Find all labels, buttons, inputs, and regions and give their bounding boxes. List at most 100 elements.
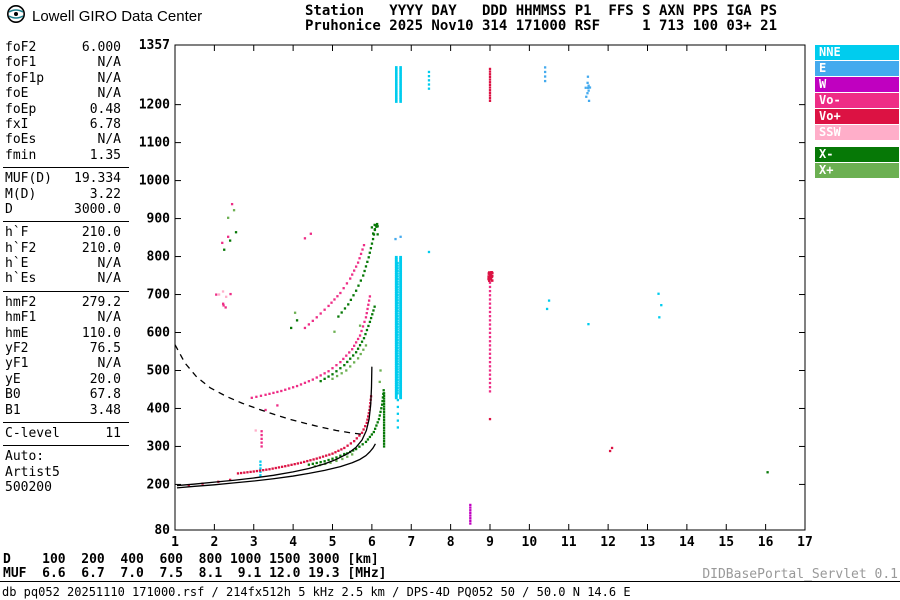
parameter-value: 6.000 [81, 40, 121, 55]
svg-text:700: 700 [147, 288, 171, 303]
parameter-label: C-level [5, 425, 60, 441]
parameter-label: MUF(D) [5, 171, 52, 187]
svg-text:900: 900 [147, 212, 171, 227]
parameter-label: M(D) [5, 186, 37, 202]
legend-item-xminus: X- [815, 147, 899, 162]
svg-text:1100: 1100 [139, 136, 170, 151]
svg-text:6: 6 [368, 535, 376, 548]
muf-distance-table: D 100 200 400 600 800 1000 1500 3000 [km… [3, 553, 387, 580]
parameter-divider [3, 221, 129, 223]
autoscaling-info-line: 500200 [5, 480, 52, 496]
parameter-value: N/A [97, 256, 121, 272]
parameter-label: h`F [5, 225, 29, 241]
parameter-row: yE 20.0 [3, 372, 129, 387]
parameter-row: foF1p N/A [3, 71, 129, 86]
parameter-label: hmE [5, 325, 29, 341]
parameter-value: 3.22 [89, 186, 121, 202]
parameter-label: foF2 [5, 40, 37, 55]
parameter-row: foF2 6.000 [3, 40, 129, 55]
parameter-value: 67.8 [89, 387, 121, 403]
parameter-label: fxI [5, 116, 29, 132]
svg-text:9: 9 [486, 535, 494, 548]
legend-item-ssw: SSW [815, 125, 899, 140]
parameter-label: yE [5, 371, 21, 387]
legend-item-e: E [815, 61, 899, 76]
parameter-label: B0 [5, 387, 21, 403]
parameter-label: hmF2 [5, 294, 37, 310]
muf-table-muf-row: MUF 6.6 6.7 7.0 7.5 8.1 9.1 12.0 19.3 [M… [3, 565, 387, 581]
parameter-value: N/A [97, 271, 121, 287]
svg-text:8: 8 [447, 535, 455, 548]
servlet-version-label: DIDBasePortal_Servlet 0.1 [702, 567, 898, 582]
svg-text:80: 80 [154, 523, 170, 538]
svg-text:15: 15 [718, 535, 734, 548]
parameter-value: 3000.0 [74, 201, 121, 217]
ionogram-plot: 1 2 3 4 5 6 7 8 9 10 11 12 13 14 15 16 17802003004005006… [139, 38, 813, 548]
legend-item-xplus: X+ [815, 163, 899, 178]
svg-text:13: 13 [640, 535, 656, 548]
legend-item-w: W [815, 77, 899, 92]
page-title: Lowell GIRO Data Center [32, 7, 203, 25]
parameter-panel: foF2 6.000 foF1 N/A foF1p N/A foE N/A foEp 0.48 fx… [3, 40, 129, 496]
parameter-row: fmin 1.35 [3, 148, 129, 163]
parameter-value: 0.48 [89, 101, 121, 117]
svg-text:400: 400 [147, 401, 171, 416]
muf-table-distance-row: D 100 200 400 600 800 1000 1500 3000 [km… [3, 552, 379, 567]
parameter-value: N/A [97, 55, 121, 71]
autoscaling-info-line: Auto: [5, 449, 45, 465]
station-header-values: Pruhonice 2025 Nov10 314 171000 RSF 1 71… [305, 18, 778, 34]
parameter-label: yF1 [5, 356, 29, 372]
svg-text:17: 17 [797, 535, 813, 548]
station-header-columns: Station YYYY DAY DDD HHMMSS P1 FFS S AXN… [305, 3, 778, 19]
legend-item-vominus: Vo- [815, 93, 899, 108]
parameter-label: foEp [5, 101, 37, 117]
parameter-row: M(D) 3.22 [3, 187, 129, 202]
svg-text:3: 3 [250, 535, 258, 548]
parameter-label: h`F2 [5, 240, 37, 256]
parameter-row: C-level 11 [3, 426, 129, 441]
brand: Lowell GIRO Data Center [6, 4, 202, 28]
parameter-value: 1.35 [89, 147, 121, 163]
echo-direction-legend: NNE E W Vo- Vo+ SSW X- X+ [815, 45, 899, 179]
parameter-divider [3, 167, 129, 169]
svg-text:7: 7 [407, 535, 415, 548]
parameter-row: h`E N/A [3, 256, 129, 271]
parameter-row: foF1 N/A [3, 55, 129, 70]
legend-item-nne: NNE [815, 45, 899, 60]
svg-text:200: 200 [147, 477, 171, 492]
parameter-row: foEp 0.48 [3, 102, 129, 117]
parameter-value: N/A [97, 132, 121, 148]
parameter-value: 19.334 [74, 171, 121, 187]
parameter-label: B1 [5, 402, 21, 418]
parameter-row: B0 67.8 [3, 387, 129, 402]
parameter-value: N/A [97, 70, 121, 86]
parameter-row: MUF(D) 19.334 [3, 171, 129, 186]
parameter-row: h`F 210.0 [3, 225, 129, 240]
parameter-label: h`E [5, 256, 29, 272]
parameter-value: N/A [97, 310, 121, 326]
parameter-row: yF2 76.5 [3, 341, 129, 356]
svg-text:1357: 1357 [139, 38, 170, 53]
parameter-row: foE N/A [3, 86, 129, 101]
parameter-row: foEs N/A [3, 132, 129, 147]
parameter-label: foEs [5, 132, 37, 148]
svg-text:16: 16 [758, 535, 774, 548]
parameter-row: D 3000.0 [3, 202, 129, 217]
footer-divider [0, 581, 900, 582]
svg-text:4: 4 [289, 535, 297, 548]
svg-text:1: 1 [171, 535, 179, 548]
parameter-value: 110.0 [81, 325, 121, 341]
svg-text:800: 800 [147, 250, 171, 265]
parameter-value: 210.0 [81, 240, 121, 256]
parameter-value: N/A [97, 356, 121, 372]
svg-text:300: 300 [147, 439, 171, 454]
svg-text:12: 12 [600, 535, 616, 548]
svg-text:11: 11 [561, 535, 577, 548]
station-header: Station YYYY DAY DDD HHMMSS P1 FFS S AXN… [305, 4, 777, 34]
parameter-value: 3.48 [89, 402, 121, 418]
parameter-value: 20.0 [89, 371, 121, 387]
parameter-label: h`Es [5, 271, 37, 287]
giro-logo-icon [6, 4, 26, 28]
parameter-value: 210.0 [81, 225, 121, 241]
